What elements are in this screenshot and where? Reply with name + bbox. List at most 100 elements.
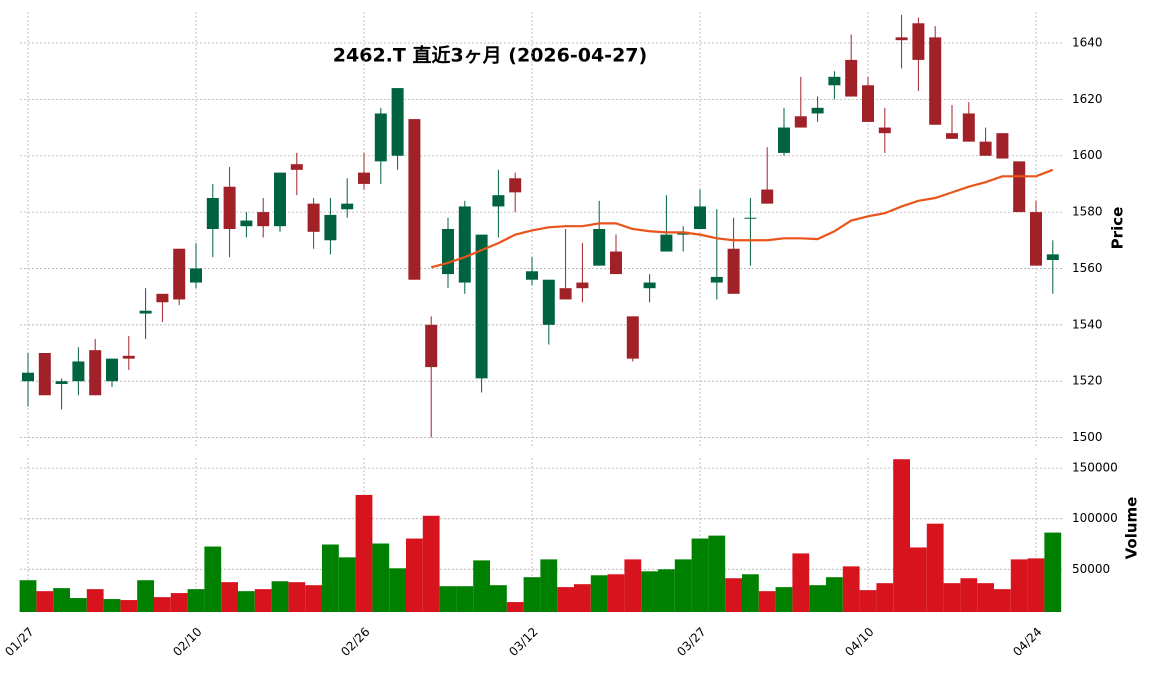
x-tick-label: 04/24 bbox=[1010, 625, 1044, 659]
volume-bar bbox=[876, 583, 894, 612]
candle-body bbox=[996, 133, 1009, 159]
candle-body bbox=[694, 206, 706, 229]
candle-body bbox=[660, 234, 673, 252]
candle-body bbox=[962, 113, 975, 142]
y2-tick-label: 50000 bbox=[1072, 562, 1110, 576]
volume-bar bbox=[758, 591, 776, 612]
x-tick-label: 04/10 bbox=[842, 625, 876, 659]
volume-bar bbox=[338, 557, 356, 612]
x-tick-label: 02/10 bbox=[170, 625, 204, 659]
volume-bar bbox=[557, 587, 574, 612]
candle-body bbox=[324, 214, 337, 241]
volume-bar bbox=[53, 588, 70, 612]
volume-bar bbox=[288, 582, 306, 612]
y-tick-label: 1520 bbox=[1072, 374, 1103, 388]
candle-body bbox=[559, 288, 572, 300]
volume-bar bbox=[86, 589, 104, 612]
y-tick-label: 1560 bbox=[1072, 261, 1103, 275]
candle-body bbox=[1013, 161, 1026, 213]
volume-bar bbox=[742, 574, 759, 612]
volume-bar bbox=[1044, 532, 1062, 612]
volume-bar bbox=[607, 574, 625, 612]
volume-bar bbox=[859, 590, 877, 612]
volume-bar bbox=[456, 586, 474, 612]
volume-bar bbox=[641, 571, 658, 612]
candle-body bbox=[610, 251, 622, 275]
volume-bar bbox=[473, 560, 490, 612]
y-tick-label: 1620 bbox=[1072, 92, 1103, 106]
chart-title: 2462.T 直近3ヶ月 (2026-04-27) bbox=[333, 44, 647, 67]
volume-bar bbox=[271, 581, 289, 612]
moving-average-line bbox=[430, 168, 1054, 269]
candle-body bbox=[845, 59, 858, 97]
volume-bar bbox=[926, 523, 944, 612]
y-tick-label: 1580 bbox=[1072, 205, 1103, 219]
volume-bar bbox=[977, 583, 994, 612]
candle-body bbox=[38, 353, 51, 396]
y-tick-label: 1540 bbox=[1072, 317, 1103, 331]
candle-body bbox=[509, 178, 522, 193]
candle-body bbox=[1046, 254, 1059, 260]
volume-bar bbox=[422, 515, 440, 612]
volume-bar bbox=[943, 583, 961, 612]
candle-body bbox=[307, 203, 320, 232]
volume-bar bbox=[389, 568, 406, 612]
volume-bar bbox=[523, 577, 541, 612]
candle-body bbox=[526, 271, 538, 280]
y-tick-label: 1500 bbox=[1072, 430, 1103, 444]
candle-body bbox=[576, 282, 589, 289]
volume-bar bbox=[70, 598, 87, 612]
y-axis-label: Price bbox=[1109, 207, 1127, 250]
candle-body bbox=[223, 186, 236, 229]
volume-bar bbox=[490, 585, 507, 612]
candle-body bbox=[458, 206, 471, 283]
volume-bar bbox=[120, 600, 138, 612]
x-tick-label: 02/26 bbox=[338, 625, 372, 659]
volume-bar bbox=[624, 559, 642, 612]
volume-bar bbox=[204, 546, 222, 612]
candle-body bbox=[475, 234, 488, 379]
candle-body bbox=[929, 37, 942, 125]
candle-body bbox=[794, 116, 807, 128]
candle-body bbox=[190, 268, 202, 283]
y-tick-label: 1600 bbox=[1072, 148, 1103, 162]
candle-body bbox=[374, 113, 387, 162]
volume-bar bbox=[708, 535, 726, 612]
volume-bar bbox=[590, 575, 608, 612]
volume-bar bbox=[137, 580, 154, 612]
candle-body bbox=[442, 229, 454, 275]
candle-body bbox=[811, 107, 824, 114]
candle-body bbox=[862, 85, 874, 122]
y2-tick-label: 150000 bbox=[1072, 461, 1118, 475]
candle-body bbox=[122, 355, 135, 359]
candle-body bbox=[341, 203, 354, 210]
volume-bar bbox=[103, 599, 121, 612]
volume-bar bbox=[19, 580, 37, 612]
candle-body bbox=[626, 316, 639, 359]
volume-bar bbox=[691, 538, 709, 612]
volume-bar bbox=[842, 566, 860, 612]
volume-bar bbox=[725, 578, 742, 612]
volume-bar bbox=[406, 538, 423, 612]
volume-bar bbox=[254, 589, 272, 612]
candle-body bbox=[425, 324, 438, 368]
candle-body bbox=[761, 189, 774, 204]
x-tick-label: 03/12 bbox=[506, 625, 540, 659]
candle-body bbox=[22, 372, 34, 382]
volume-bar bbox=[826, 577, 843, 612]
volume-bar bbox=[322, 544, 339, 612]
candle-body bbox=[139, 310, 152, 314]
volume-bar bbox=[221, 582, 238, 612]
volume-bar bbox=[893, 459, 910, 612]
volume-bar bbox=[506, 602, 524, 612]
candle-body bbox=[710, 276, 723, 283]
candle-body bbox=[206, 198, 219, 229]
volume-bar bbox=[305, 585, 322, 612]
candle-body bbox=[156, 293, 169, 303]
volume-bar bbox=[372, 543, 390, 612]
candle-body bbox=[912, 23, 925, 60]
candle-body bbox=[55, 381, 68, 384]
volume-bar bbox=[1010, 559, 1028, 612]
candle-body bbox=[257, 212, 270, 227]
y-tick-label: 1640 bbox=[1072, 36, 1103, 50]
